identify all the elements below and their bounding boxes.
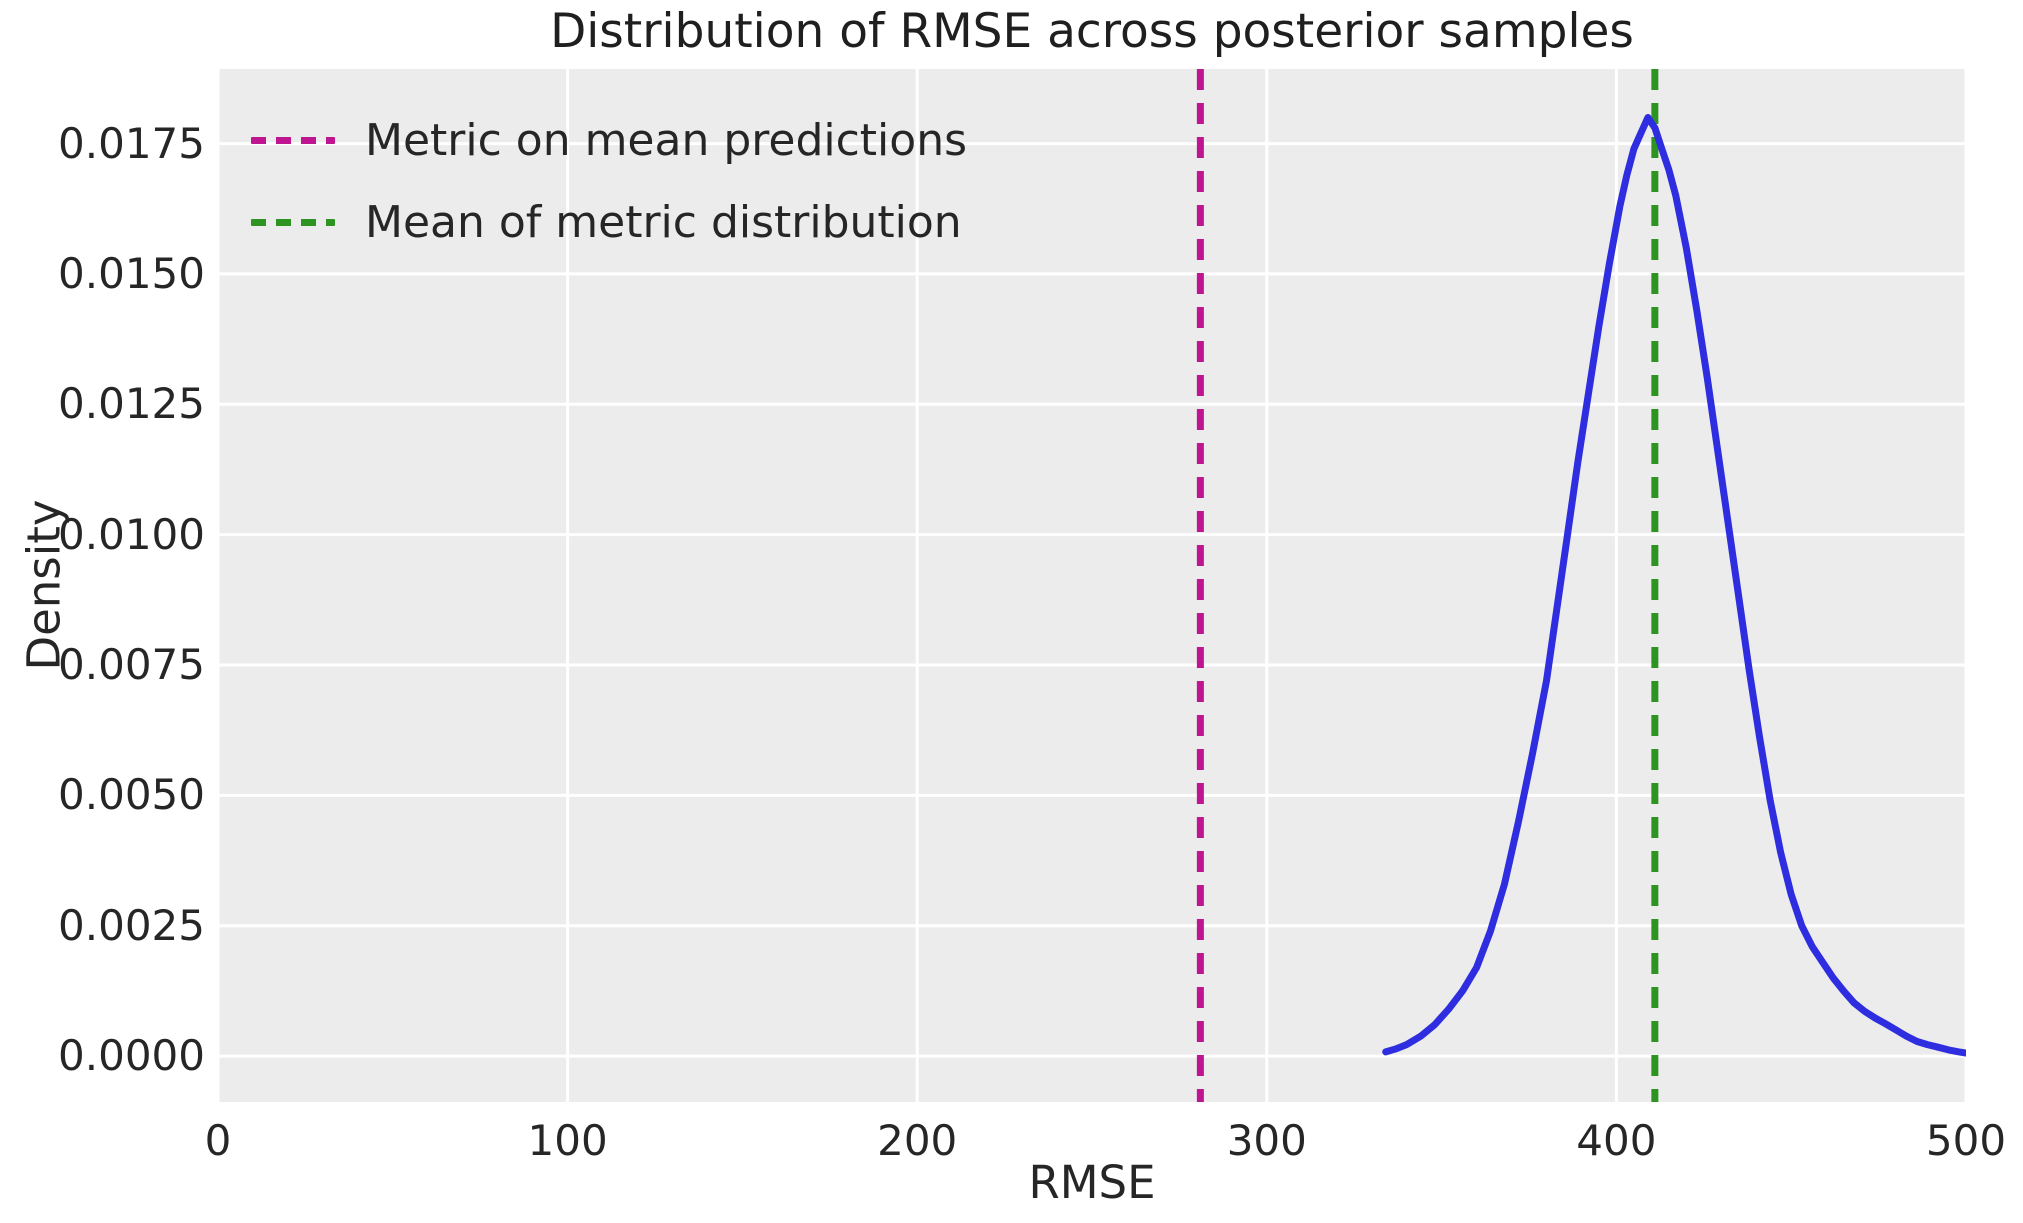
y-tick-label: 0.0100: [58, 509, 205, 559]
green-dashed-line-swatch: [251, 219, 335, 227]
x-tick-label: 100: [527, 1116, 608, 1165]
legend-item-metric-on-mean-predictions: Metric on mean predictions: [251, 112, 967, 169]
y-tick-label: 0.0050: [58, 770, 205, 820]
legend-label: Metric on mean predictions: [365, 115, 968, 166]
legend-item-mean-of-metric-distribution: Mean of metric distribution: [251, 194, 967, 251]
rmse-density-curve: [1382, 114, 1966, 1057]
y-tick-label: 0.0000: [58, 1031, 205, 1081]
y-axis-label: Density: [17, 499, 71, 671]
chart-title: Distribution of RMSE across posterior sa…: [550, 4, 1634, 59]
plot-area: [218, 69, 1966, 1102]
x-axis-label: RMSE: [1028, 1156, 1156, 1209]
legend-label: Mean of metric distribution: [365, 197, 962, 249]
y-tick-label: 0.0175: [58, 118, 205, 168]
x-tick-label: 200: [877, 1116, 958, 1165]
y-tick-label: 0.0125: [58, 379, 205, 429]
y-tick-label: 0.0025: [58, 900, 205, 950]
x-tick-label: 300: [1226, 1116, 1307, 1165]
y-tick-label: 0.0075: [58, 640, 205, 690]
y-tick-label: 0.0150: [58, 248, 205, 298]
magenta-dashed-line-swatch: [251, 137, 335, 145]
x-tick-label: 500: [1925, 1116, 2007, 1165]
plot-canvas: [218, 69, 1966, 1102]
legend: Metric on mean predictions Mean of metri…: [251, 112, 967, 251]
x-tick-label: 400: [1576, 1116, 1657, 1165]
x-tick-label: 0: [204, 1116, 232, 1165]
